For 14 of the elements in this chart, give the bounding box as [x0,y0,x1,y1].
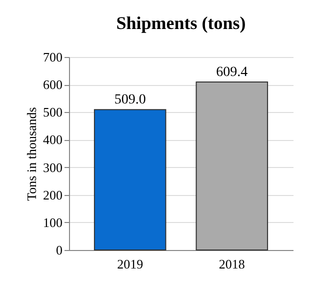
x-tick-label: 2018 [218,256,245,272]
y-tick-label: 700 [43,50,62,64]
y-tick-label: 200 [43,187,62,202]
data-label: 509.0 [114,92,146,108]
y-tick-label: 300 [43,160,62,175]
y-tick-label: 100 [43,214,62,230]
y-axis-title: Tons in thousands [24,107,39,201]
y-tick-label: 500 [43,104,62,120]
y-tick-label: 600 [43,77,62,92]
chart-title: Shipments (tons) [116,13,246,33]
x-tick-label: 2019 [117,256,144,272]
data-label: 609.4 [216,64,248,80]
y-tick-label: 400 [43,132,62,148]
y-tick-label: 0 [56,242,62,258]
